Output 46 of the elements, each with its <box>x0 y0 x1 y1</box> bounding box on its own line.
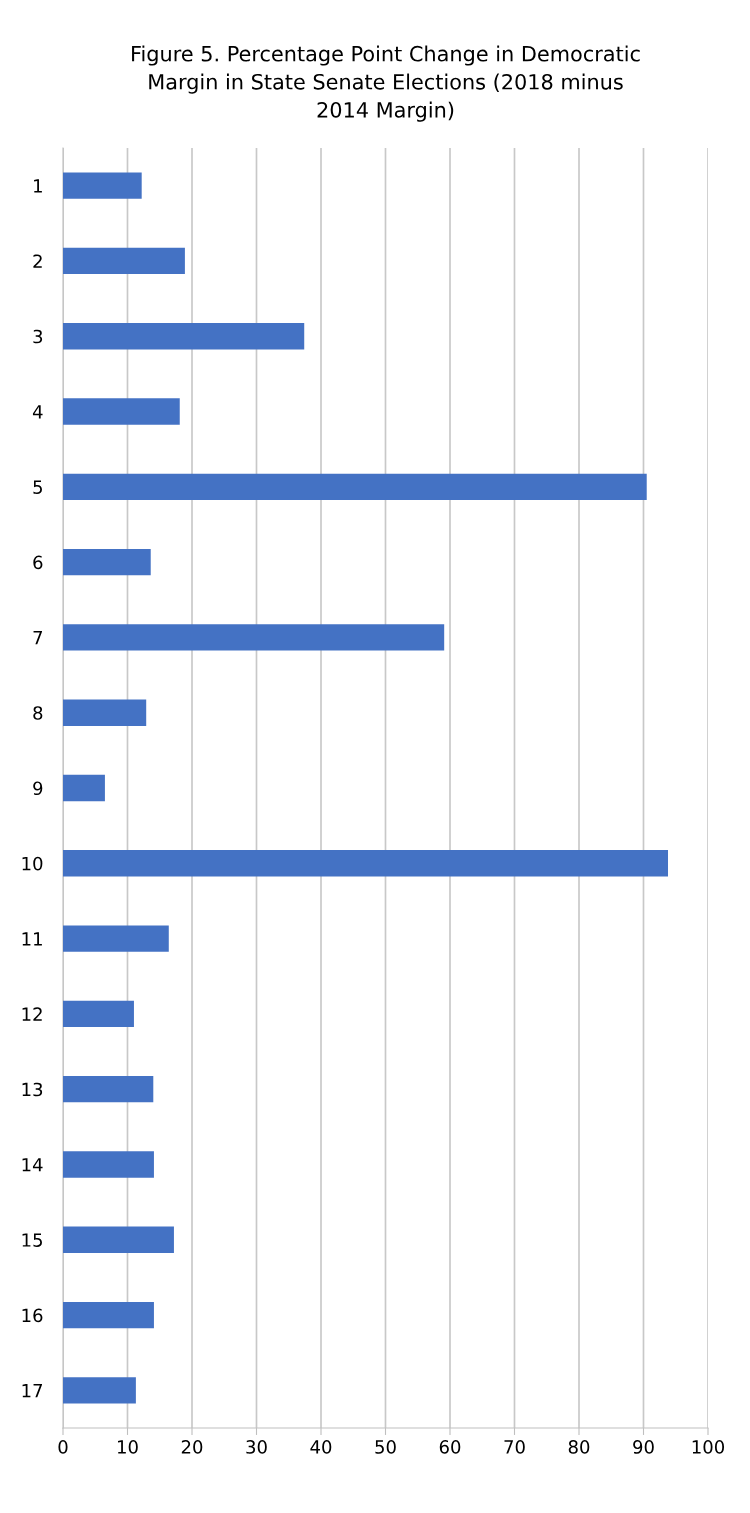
y-tick-label: 11 <box>22 932 42 946</box>
x-tick-label: 0 <box>58 1440 68 1454</box>
y-tick-label: 12 <box>22 1007 42 1021</box>
bar <box>63 925 169 952</box>
bar <box>63 1076 154 1103</box>
x-tick-label: 60 <box>439 1440 461 1454</box>
y-tick-label: 17 <box>22 1384 43 1398</box>
bar <box>63 1000 134 1028</box>
y-tick-label: 5 <box>33 480 42 494</box>
x-tick-label: 20 <box>181 1440 203 1454</box>
y-tick-label: 6 <box>33 555 43 570</box>
bar <box>63 247 185 275</box>
chart-title: Figure 5. Percentage Point Change in Democratic Margin in State Senate Elections (2018 minus 2014 Margin) <box>132 45 640 122</box>
bar <box>63 850 669 877</box>
y-tick-label: 13 <box>22 1082 43 1097</box>
x-tick-label: 80 <box>568 1440 590 1454</box>
y-tick-label: 9 <box>33 781 43 796</box>
bar <box>63 699 147 726</box>
y-tick-label: 10 <box>22 856 43 871</box>
y-tick-label: 2 <box>33 254 42 268</box>
bar <box>63 624 445 651</box>
bar <box>63 323 305 350</box>
bar <box>63 1226 174 1253</box>
bar <box>63 774 105 802</box>
bar <box>63 1377 136 1404</box>
y-tick-label: 3 <box>33 329 43 344</box>
x-tick-label: 10 <box>118 1440 138 1454</box>
bar <box>63 172 142 199</box>
y-tick-label: 8 <box>33 706 43 720</box>
y-tick-label: 1 <box>34 179 42 193</box>
bar <box>63 1151 154 1178</box>
x-tick-label: 30 <box>246 1440 267 1454</box>
x-tick-label: 50 <box>375 1440 396 1454</box>
y-tick-label: 7 <box>33 631 43 645</box>
y-tick-label: 16 <box>22 1308 43 1323</box>
x-tick-label: 40 <box>310 1440 332 1454</box>
y-tick-label: 4 <box>32 405 43 419</box>
y-tick-label: 14 <box>22 1158 43 1172</box>
bar <box>63 398 180 425</box>
x-tick-label: 70 <box>504 1440 525 1454</box>
x-tick-label: 100 <box>692 1440 725 1454</box>
bar <box>63 548 151 576</box>
bar <box>63 473 647 500</box>
y-tick-label: 15 <box>22 1233 42 1247</box>
bar <box>63 1301 154 1329</box>
x-tick-label: 90 <box>633 1440 654 1454</box>
